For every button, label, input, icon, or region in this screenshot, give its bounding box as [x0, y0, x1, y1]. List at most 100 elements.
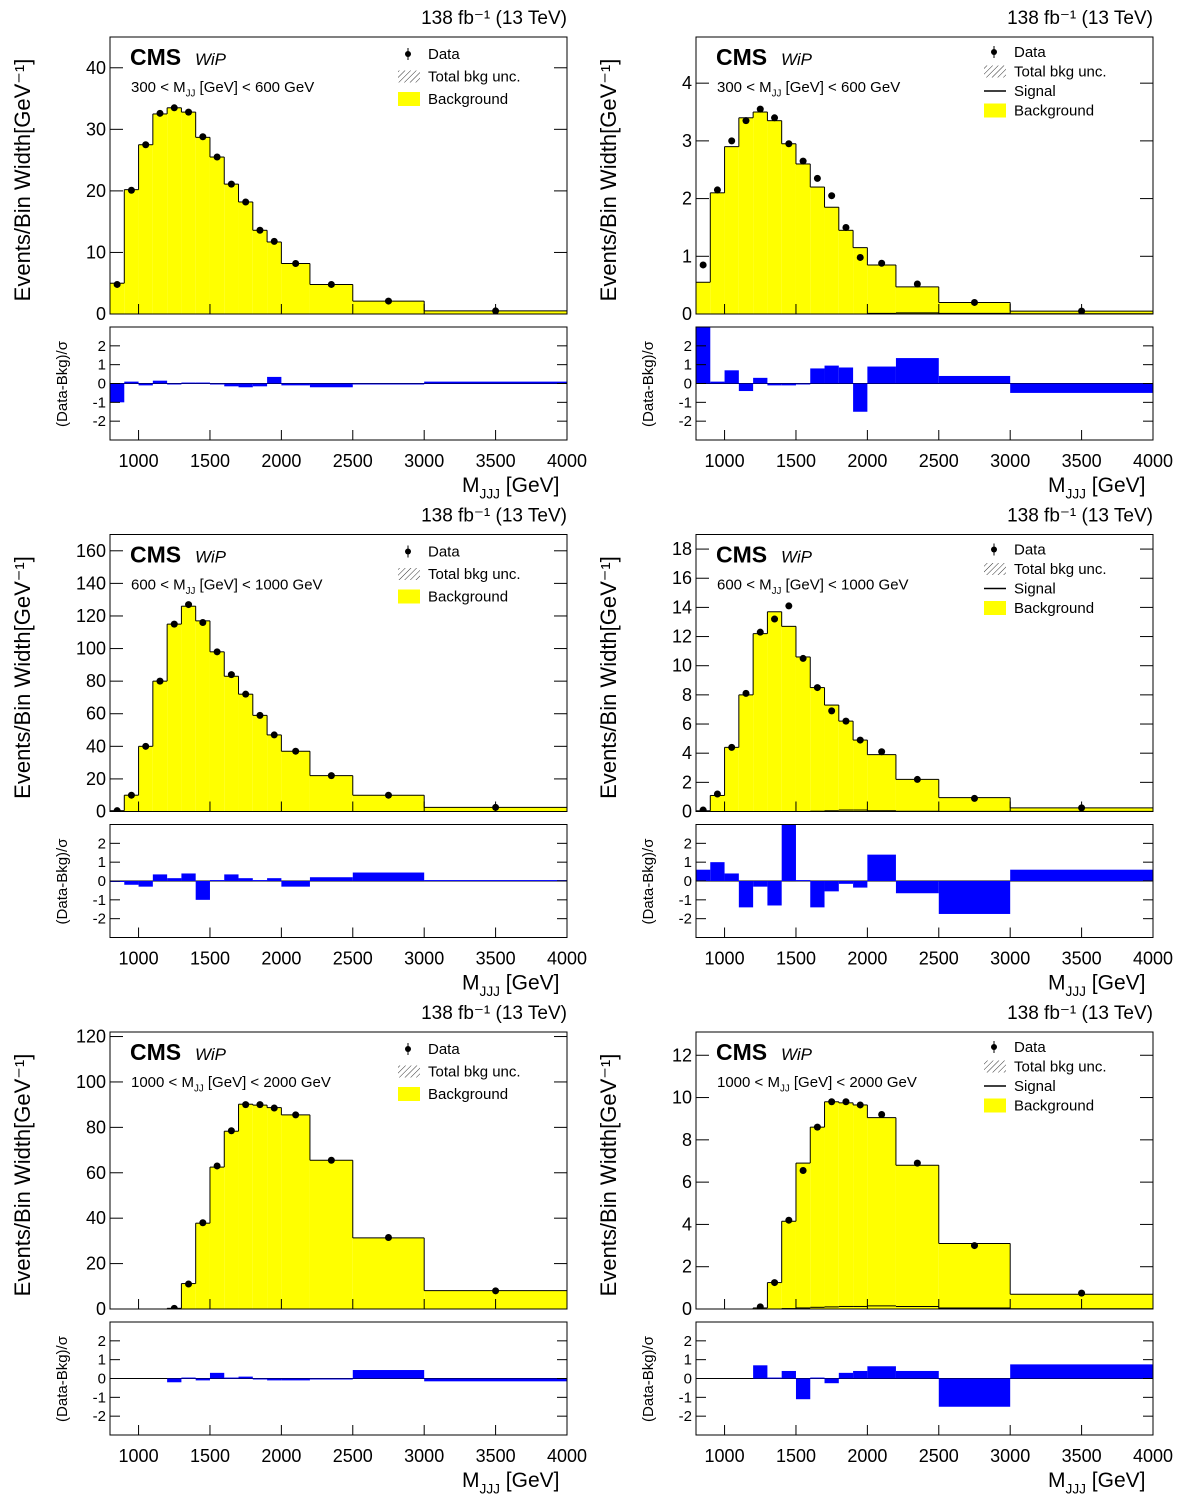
cms-label: CMS	[716, 1039, 767, 1065]
pull-bar	[738, 383, 754, 392]
x-tick-label: 2500	[333, 451, 373, 471]
y-tick-label: 16	[672, 568, 692, 588]
data-point	[199, 133, 207, 141]
pull-bar	[838, 881, 854, 884]
background-bar	[781, 626, 796, 812]
x-tick-label: 4000	[1133, 949, 1173, 969]
data-point	[799, 157, 807, 165]
pull-bar	[252, 880, 268, 882]
pull-bar	[696, 869, 711, 881]
x-tick-label: 3000	[990, 451, 1030, 471]
pull-y-tick-label: 0	[98, 1371, 106, 1388]
y-axis-label: Events/Bin Width[GeV⁻¹]	[596, 1054, 621, 1297]
background-bar	[938, 797, 1011, 812]
background-bar	[824, 705, 839, 812]
cms-label: CMS	[130, 44, 181, 70]
pull-plot	[110, 1370, 567, 1383]
x-tick-label: 2000	[261, 949, 301, 969]
y-tick-label: 60	[86, 704, 106, 724]
background-bar	[309, 775, 353, 812]
pull-plot	[110, 376, 567, 403]
legend-symbol	[398, 1087, 420, 1101]
x-axis-label-main: M	[462, 1469, 480, 1492]
lumi-label: 138 fb⁻¹ (13 TeV)	[421, 8, 567, 29]
pull-bar	[696, 327, 711, 384]
wip-label: WiP	[781, 1045, 813, 1064]
legend-symbol	[984, 103, 1006, 118]
pull-bar	[224, 874, 239, 881]
data-point	[185, 1280, 193, 1288]
y-tick-label: 60	[86, 1163, 106, 1183]
data-point	[828, 1098, 836, 1106]
x-axis-label-rest: [GeV]	[1086, 972, 1146, 995]
pull-bar	[824, 365, 839, 384]
y-tick-label: 0	[96, 304, 106, 324]
data-point	[856, 253, 864, 261]
region-label-sub: JJ	[772, 586, 782, 597]
wip-label: WiP	[195, 548, 227, 567]
main-frame	[109, 534, 568, 812]
background-bar	[224, 1131, 239, 1309]
background-bar	[938, 1243, 1011, 1309]
data-point	[327, 280, 335, 288]
y-tick-label: 20	[86, 769, 106, 789]
background-bar	[895, 286, 939, 314]
pull-bar	[938, 375, 1011, 384]
main-frame	[695, 1031, 1154, 1310]
pull-y-tick-label: -2	[93, 413, 106, 430]
pull-axis-label: (Data-Bkg)/σ	[54, 838, 71, 925]
data-point	[813, 1123, 821, 1131]
data-point	[256, 711, 264, 719]
y-tick-label: 1	[682, 246, 692, 266]
data-point	[256, 1101, 264, 1109]
x-tick-label: 1500	[190, 949, 230, 969]
main-plot	[110, 601, 567, 812]
y-tick-label: 8	[682, 685, 692, 705]
background-bar	[238, 1104, 253, 1309]
y-tick-label: 14	[672, 597, 692, 617]
panel: 0 20 40 60 80 100 120 140 160 -2 -1 0 1 2 1000 1500 2000…	[10, 506, 587, 969]
pull-axis-label: (Data-Bkg)/σ	[54, 340, 71, 427]
background-bar	[167, 107, 182, 314]
background-bar	[252, 1105, 268, 1309]
background-bar	[867, 1117, 896, 1309]
data-point	[771, 615, 779, 623]
legend-label: Signal	[1014, 83, 1056, 100]
data-point	[170, 620, 178, 628]
data-point	[170, 1304, 178, 1309]
pull-bar	[867, 854, 896, 881]
background-bar	[195, 620, 210, 812]
data-point	[713, 790, 721, 798]
x-tick-label: 1000	[705, 1446, 745, 1466]
pull-bar	[753, 881, 768, 887]
background-bar	[710, 192, 725, 314]
y-tick-label: 10	[672, 1088, 692, 1108]
x-tick-label: 1000	[119, 1446, 159, 1466]
background-bar	[181, 606, 196, 812]
background-bar	[152, 681, 168, 812]
pull-axis-label: (Data-Bkg)/σ	[54, 1335, 71, 1422]
pull-bar	[738, 881, 754, 908]
data-point	[878, 748, 886, 756]
data-point	[384, 297, 392, 305]
data-point	[742, 689, 750, 697]
y-tick-label: 80	[86, 1117, 106, 1137]
background-bar	[767, 1282, 782, 1309]
data-point	[913, 1159, 921, 1167]
background-bar	[309, 284, 353, 314]
pull-bar	[252, 1378, 268, 1380]
data-point	[227, 671, 235, 679]
pull-bar	[138, 383, 153, 386]
pull-bar	[895, 1370, 939, 1379]
x-tick-label: 1500	[190, 1446, 230, 1466]
background-bar	[281, 751, 310, 812]
region-label-sub: JJ	[772, 89, 782, 100]
pull-bar	[1010, 1364, 1153, 1379]
x-tick-label: 2500	[333, 1446, 373, 1466]
pull-bar	[209, 1372, 225, 1379]
data-point	[756, 105, 764, 113]
pull-bar	[838, 367, 854, 384]
main-plot	[696, 602, 1153, 812]
lumi-label: 138 fb⁻¹ (13 TeV)	[1007, 506, 1153, 527]
